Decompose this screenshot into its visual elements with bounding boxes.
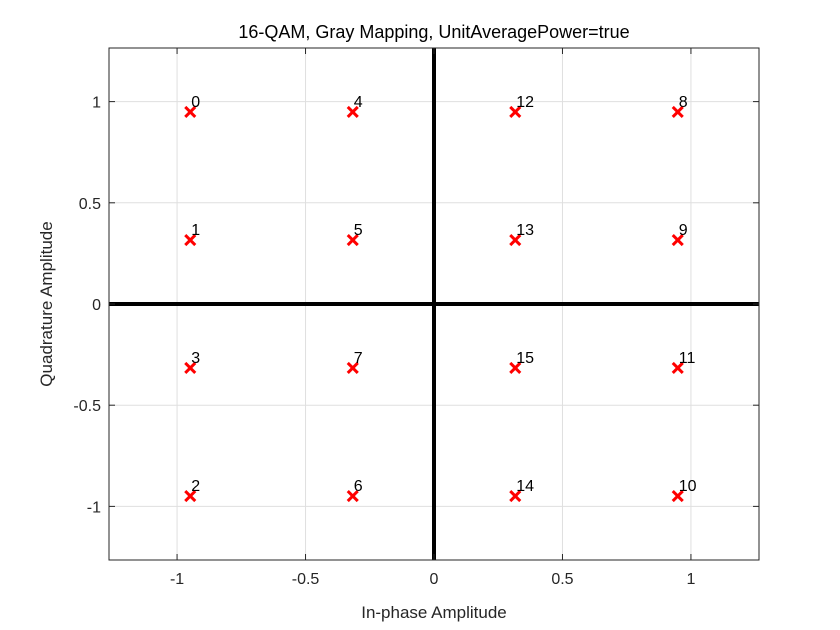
point-label: 7 <box>354 350 363 367</box>
point-label: 4 <box>354 94 363 111</box>
point-label: 13 <box>516 222 534 239</box>
zero-lines <box>109 48 759 560</box>
data-point-marker <box>671 105 684 119</box>
x-tick-label: -1 <box>170 571 184 588</box>
data-point-marker <box>184 233 197 247</box>
data-point-marker <box>346 489 359 503</box>
data-point-marker <box>346 361 359 375</box>
y-tick-label: 1 <box>92 95 101 112</box>
point-label: 10 <box>679 478 697 495</box>
data-point-marker <box>509 361 522 375</box>
data-point-marker <box>184 105 197 119</box>
point-label: 0 <box>191 94 200 111</box>
x-axis-label: In-phase Amplitude <box>361 603 507 622</box>
data-point-marker <box>509 105 522 119</box>
data-point-marker <box>671 489 684 503</box>
point-label: 12 <box>516 94 534 111</box>
x-axis-ticks: -1 -0.5 0 0.5 1 <box>170 48 695 588</box>
y-tick-label: -0.5 <box>73 398 101 415</box>
data-point-marker <box>346 105 359 119</box>
point-label: 15 <box>516 350 534 367</box>
x-tick-label: 0 <box>430 571 439 588</box>
data-point-marker <box>184 361 197 375</box>
x-tick-label: -0.5 <box>292 571 320 588</box>
data-point-marker <box>509 489 522 503</box>
y-axis-ticks: -1 -0.5 0 0.5 1 <box>73 95 759 516</box>
point-label: 2 <box>191 478 200 495</box>
data-point-marker <box>671 361 684 375</box>
data-point-marker <box>509 233 522 247</box>
data-points <box>184 105 684 503</box>
point-label: 1 <box>191 222 200 239</box>
data-point-marker <box>671 233 684 247</box>
x-tick-label: 0.5 <box>551 571 573 588</box>
y-tick-label: -1 <box>87 499 101 516</box>
y-axis-label: Quadrature Amplitude <box>37 221 56 386</box>
point-label: 14 <box>516 478 534 495</box>
point-label: 8 <box>679 94 688 111</box>
point-label: 3 <box>191 350 200 367</box>
data-point-marker <box>346 233 359 247</box>
point-label: 9 <box>679 222 688 239</box>
point-label: 6 <box>354 478 363 495</box>
y-tick-label: 0.5 <box>79 196 101 213</box>
point-label: 11 <box>679 350 696 367</box>
chart-title: 16-QAM, Gray Mapping, UnitAveragePower=t… <box>238 22 629 42</box>
y-tick-label: 0 <box>92 297 101 314</box>
x-tick-label: 1 <box>686 571 695 588</box>
point-label: 5 <box>354 222 363 239</box>
data-point-marker <box>184 489 197 503</box>
